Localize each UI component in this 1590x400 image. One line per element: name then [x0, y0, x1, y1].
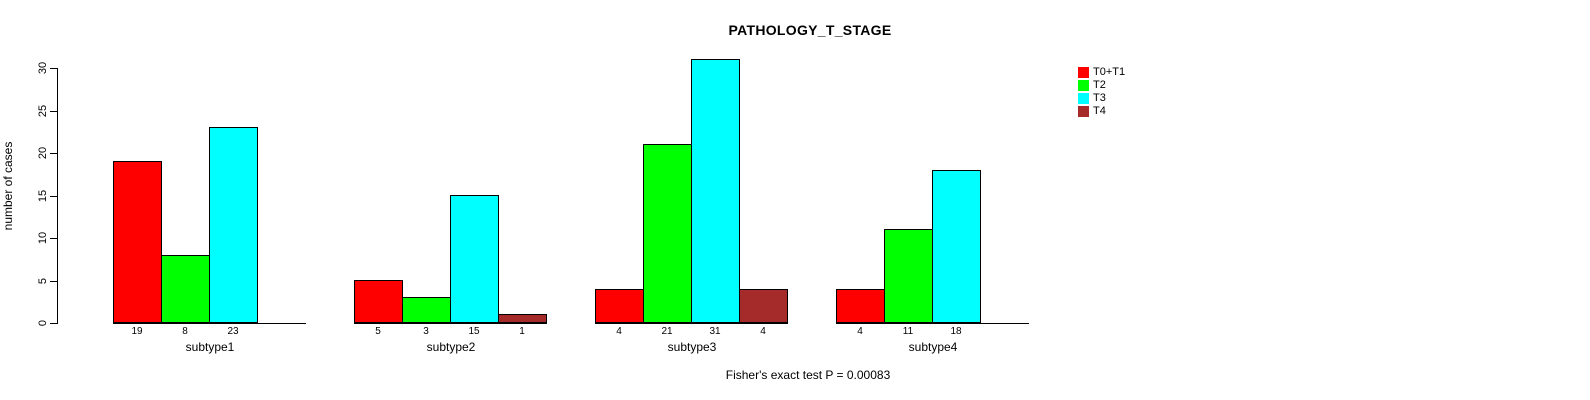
bar-t3-subtype4 — [932, 170, 981, 323]
x-axis-line — [595, 323, 788, 324]
bar-value-label: 3 — [423, 326, 429, 337]
y-tick-label: 10 — [37, 231, 49, 245]
bar-value-label: 15 — [468, 326, 480, 337]
bar-t0-t1-subtype2 — [354, 280, 403, 323]
y-tick — [50, 196, 57, 197]
bar-value-label: 4 — [616, 326, 622, 337]
y-tick-label: 30 — [37, 61, 49, 75]
bar-value-label: 4 — [760, 326, 766, 337]
bar-t4-subtype3 — [739, 289, 788, 323]
bar-t3-subtype2 — [450, 195, 499, 323]
bar-t0-t1-subtype1 — [113, 161, 162, 323]
legend-label: T3 — [1093, 92, 1106, 104]
legend-swatch — [1078, 67, 1089, 78]
x-category-label: subtype1 — [185, 340, 235, 354]
x-category-label: subtype4 — [908, 340, 958, 354]
y-axis-label: number of cases — [1, 141, 15, 231]
legend-swatch — [1078, 80, 1089, 91]
legend-label: T0+T1 — [1093, 66, 1126, 78]
y-tick — [50, 281, 57, 282]
bar-t3-subtype1 — [209, 127, 258, 323]
y-tick — [50, 323, 57, 324]
chart-title: PATHOLOGY_T_STAGE — [728, 22, 892, 38]
y-tick-label: 5 — [37, 277, 49, 285]
bar-value-label: 8 — [182, 326, 188, 337]
legend-label: T4 — [1093, 105, 1106, 117]
bar-t2-subtype3 — [643, 144, 692, 323]
stat-annotation: Fisher's exact test P = 0.00083 — [725, 368, 891, 382]
x-category-label: subtype3 — [667, 340, 717, 354]
bar-t2-subtype2 — [402, 297, 451, 323]
bar-t3-subtype3 — [691, 59, 740, 323]
bar-t0-t1-subtype3 — [595, 289, 644, 323]
y-tick-label: 15 — [37, 189, 49, 203]
y-tick-label: 20 — [37, 146, 49, 160]
bar-value-label: 1 — [519, 326, 525, 337]
bar-value-label: 23 — [227, 326, 239, 337]
bar-t2-subtype1 — [161, 255, 210, 323]
bar-value-label: 21 — [661, 326, 673, 337]
legend-swatch — [1078, 106, 1089, 117]
bar-t4-subtype2 — [498, 314, 547, 323]
y-tick — [50, 68, 57, 69]
y-tick-label: 25 — [37, 104, 49, 118]
bar-value-label: 11 — [902, 326, 914, 337]
bar-t0-t1-subtype4 — [836, 289, 885, 323]
x-category-label: subtype2 — [426, 340, 476, 354]
legend-swatch — [1078, 93, 1089, 104]
y-tick — [50, 238, 57, 239]
x-axis-line — [836, 323, 1029, 324]
y-axis-line — [57, 68, 58, 324]
bar-value-label: 4 — [857, 326, 863, 337]
x-axis-line — [354, 323, 547, 324]
bar-value-label: 18 — [950, 326, 962, 337]
legend-label: T2 — [1093, 79, 1106, 91]
y-tick — [50, 153, 57, 154]
bar-value-label: 31 — [709, 326, 721, 337]
bar-value-label: 19 — [131, 326, 143, 337]
y-tick-label: 0 — [37, 319, 49, 327]
bar-value-label: 5 — [375, 326, 381, 337]
x-axis-line — [113, 323, 306, 324]
bar-t2-subtype4 — [884, 229, 933, 323]
y-tick — [50, 111, 57, 112]
